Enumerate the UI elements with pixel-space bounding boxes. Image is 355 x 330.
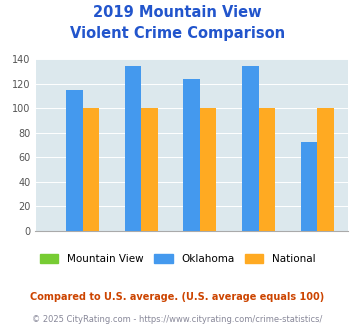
Bar <box>258 109 275 231</box>
Text: © 2025 CityRating.com - https://www.cityrating.com/crime-statistics/: © 2025 CityRating.com - https://www.city… <box>32 315 323 324</box>
Bar <box>200 109 216 231</box>
Bar <box>66 90 83 231</box>
Bar <box>242 66 258 231</box>
Bar <box>83 109 99 231</box>
Bar <box>184 79 200 231</box>
Text: Compared to U.S. average. (U.S. average equals 100): Compared to U.S. average. (U.S. average … <box>31 292 324 302</box>
Legend: Mountain View, Oklahoma, National: Mountain View, Oklahoma, National <box>37 250 318 267</box>
Text: 2019 Mountain View: 2019 Mountain View <box>93 5 262 20</box>
Text: Violent Crime Comparison: Violent Crime Comparison <box>70 26 285 41</box>
Bar <box>141 109 158 231</box>
Bar <box>301 142 317 231</box>
Bar <box>125 66 141 231</box>
Bar <box>317 109 334 231</box>
